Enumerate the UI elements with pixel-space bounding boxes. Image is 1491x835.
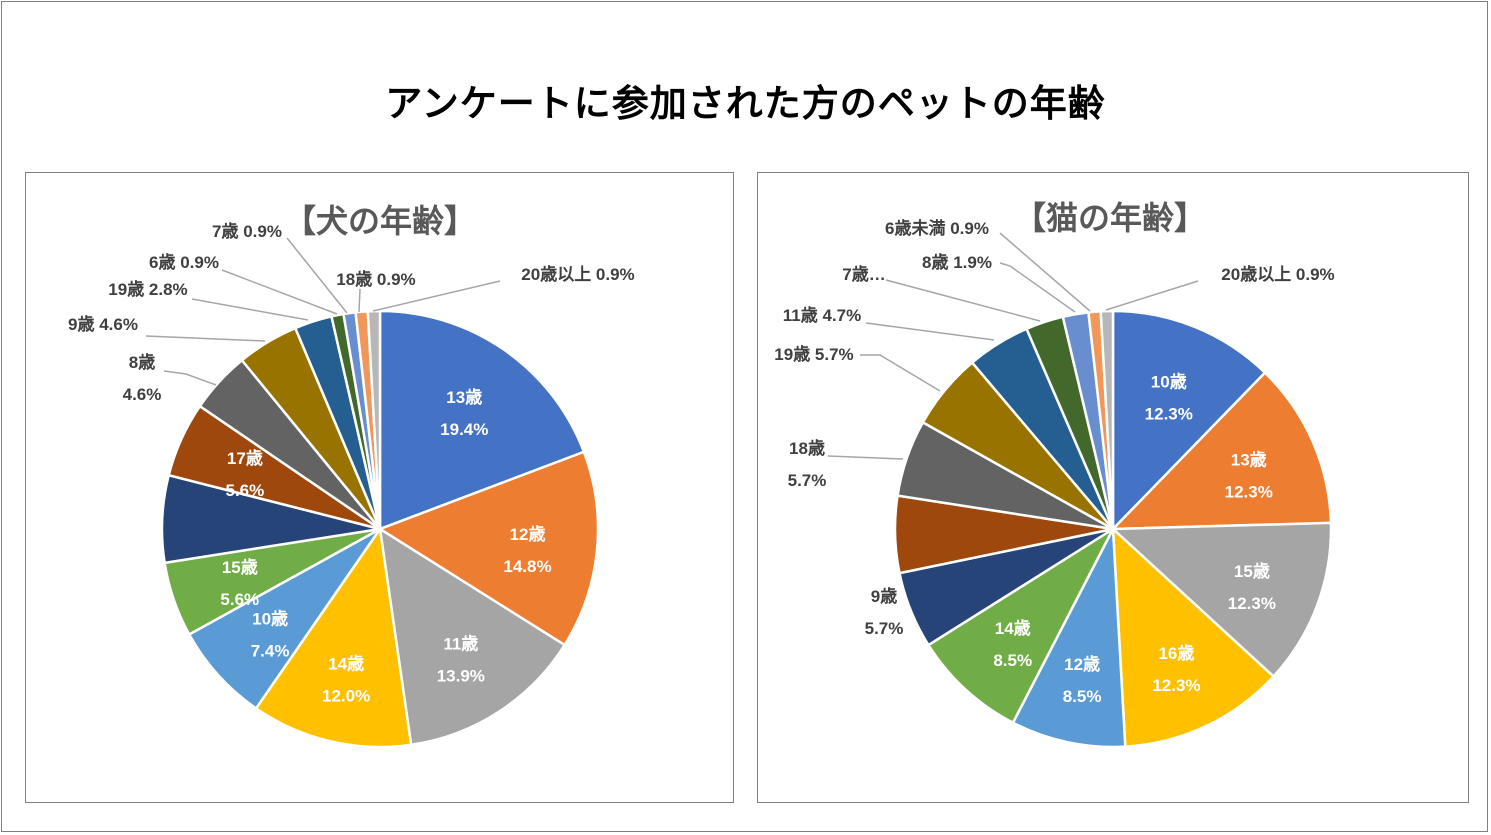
page-title: アンケートに参加された方のペットの年齢 bbox=[385, 82, 1106, 125]
cat-data-label-2: 15歳 bbox=[1234, 561, 1270, 581]
dog-data-label-14: 20歳以上 0.9% bbox=[521, 264, 634, 284]
cat-data-value-3: 12.3% bbox=[1152, 676, 1200, 695]
cat-chart-title: 【猫の年齢】 bbox=[1014, 199, 1206, 237]
cat-slice-5 bbox=[926, 525, 1117, 725]
dog-data-label-0: 13歳 bbox=[446, 387, 482, 407]
cat-data-value-2: 12.3% bbox=[1228, 594, 1276, 613]
cat-data-value-4: 8.5% bbox=[1063, 687, 1102, 706]
cat-leader-line-10 bbox=[865, 322, 995, 341]
cat-data-label-14: 20歳以上 0.9% bbox=[1221, 264, 1334, 284]
cat-data-label-8: 18歳 bbox=[789, 438, 825, 458]
cat-slice-0 bbox=[1111, 309, 1267, 533]
dog-data-value-8: 4.6% bbox=[123, 385, 162, 404]
cat-data-label-13: 6歳未満 0.9% bbox=[885, 218, 989, 238]
dog-leader-line-10 bbox=[191, 298, 309, 321]
dog-data-label-5: 15歳 bbox=[222, 557, 258, 577]
dog-data-label-7: 17歳 bbox=[227, 448, 263, 468]
cat-leader-line-13 bbox=[999, 232, 1091, 312]
cat-slice-2 bbox=[1109, 521, 1333, 679]
cat-leader-line-11 bbox=[885, 279, 1041, 322]
dog-data-value-4: 7.4% bbox=[251, 641, 290, 660]
dog-leader-line-14 bbox=[372, 280, 501, 312]
dog-data-label-4: 10歳 bbox=[252, 608, 288, 628]
cat-data-label-10: 11歳 4.7% bbox=[783, 305, 861, 325]
dog-data-value-1: 14.8% bbox=[503, 557, 551, 576]
cat-leader-line-9 bbox=[860, 354, 941, 392]
cat-data-value-5: 8.5% bbox=[993, 651, 1032, 670]
cat-data-label-11: 7歳… bbox=[842, 264, 885, 284]
dog-chart-title: 【犬の年齢】 bbox=[284, 202, 476, 240]
dog-slice-1 bbox=[377, 450, 600, 647]
dog-slice-3 bbox=[254, 525, 413, 749]
dog-data-label-13: 18歳 0.9% bbox=[336, 269, 415, 289]
dog-leader-line-12 bbox=[286, 237, 348, 314]
cat-data-value-6: 5.7% bbox=[865, 619, 904, 638]
cat-data-label-1: 13歳 bbox=[1231, 449, 1267, 469]
dog-data-label-3: 14歳 bbox=[328, 653, 364, 673]
dog-leader-line-8 bbox=[163, 370, 217, 386]
dog-data-value-2: 13.9% bbox=[437, 666, 485, 685]
cat-data-label-3: 16歳 bbox=[1158, 643, 1194, 663]
dog-slice-4 bbox=[187, 527, 382, 711]
dog-data-label-1: 12歳 bbox=[510, 524, 546, 544]
dog-leader-line-11 bbox=[221, 269, 338, 315]
dog-leader-line-9 bbox=[145, 335, 266, 342]
dog-data-label-8: 8歳 bbox=[129, 352, 155, 372]
dog-slice-2 bbox=[378, 526, 567, 747]
cat-data-label-9: 19歳 5.7% bbox=[774, 344, 853, 364]
cat-slice-1 bbox=[1109, 370, 1333, 531]
dog-data-value-0: 19.4% bbox=[440, 420, 488, 439]
dog-data-value-3: 12.0% bbox=[322, 686, 370, 705]
dog-data-label-11: 6歳 0.9% bbox=[149, 252, 219, 272]
cat-data-value-8: 5.7% bbox=[788, 471, 827, 490]
dog-data-label-12: 7歳 0.9% bbox=[212, 221, 282, 241]
cat-data-label-4: 12歳 bbox=[1064, 654, 1100, 674]
dog-data-label-9: 9歳 4.6% bbox=[68, 314, 138, 334]
cat-slice-4 bbox=[1011, 524, 1127, 749]
cat-data-label-6: 9歳 bbox=[871, 586, 897, 606]
cat-leader-line-14 bbox=[1105, 280, 1199, 311]
cat-data-value-0: 12.3% bbox=[1145, 405, 1193, 424]
cat-slice-14 bbox=[1099, 309, 1115, 530]
cat-data-label-0: 10歳 bbox=[1151, 372, 1187, 392]
cat-leader-line-8 bbox=[827, 455, 904, 460]
dog-data-value-5: 5.6% bbox=[220, 590, 259, 609]
cat-data-value-1: 12.3% bbox=[1225, 482, 1273, 501]
cat-leader-line-12 bbox=[999, 262, 1076, 313]
dog-data-label-2: 11歳 bbox=[443, 633, 478, 653]
dog-data-value-7: 5.6% bbox=[226, 481, 265, 500]
dog-slice-0 bbox=[378, 309, 586, 531]
dog-data-label-10: 19歳 2.8% bbox=[108, 279, 187, 299]
cat-data-label-5: 14歳 bbox=[995, 618, 1031, 638]
cat-data-label-12: 8歳 1.9% bbox=[922, 252, 992, 272]
dog-leader-line-13 bbox=[358, 288, 361, 313]
cat-slice-3 bbox=[1111, 525, 1276, 748]
